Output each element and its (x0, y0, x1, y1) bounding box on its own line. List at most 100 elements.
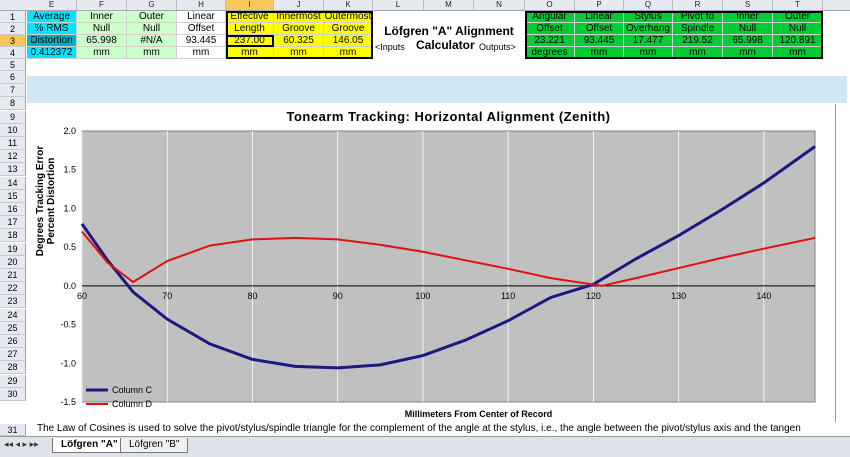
column-header-q[interactable]: Q (624, 0, 673, 10)
chart-area[interactable]: 2.0 1.5 1.0 0.5 0.0 -0.5 -1.0 -1.5 60 70 80 90 100 11… (27, 104, 836, 422)
eff-cell-2[interactable]: Length (226, 23, 274, 35)
eff-cell-1[interactable]: Effective (226, 11, 274, 23)
innermost-cell-4[interactable]: mm (274, 47, 324, 59)
stylus-cell-1[interactable]: Stylus (624, 11, 673, 23)
column-header-i[interactable]: I (226, 0, 274, 10)
row-header-13[interactable]: 13 (0, 163, 26, 177)
row-header-26[interactable]: 26 (0, 335, 26, 348)
angular-cell-3[interactable]: 23.221 (525, 35, 575, 47)
innermost-cell-1[interactable]: Innermost (274, 11, 324, 23)
outermost-cell-2[interactable]: Groove (324, 23, 373, 35)
linear-cell-4[interactable]: mm (177, 47, 226, 59)
column-header-f[interactable]: F (77, 0, 127, 10)
outer-cell-2[interactable]: Null (127, 23, 177, 35)
row-header-8[interactable]: 8 (0, 97, 26, 111)
row-header-4[interactable]: 4 (0, 47, 26, 59)
outer_out-cell-4[interactable]: mm (773, 47, 823, 59)
row-header-23[interactable]: 23 (0, 295, 26, 309)
column-header-h[interactable]: H (177, 0, 226, 10)
row-header-9[interactable]: 9 (0, 110, 26, 124)
column-header-j[interactable]: J (274, 0, 324, 10)
column-header-r[interactable]: R (673, 0, 723, 10)
row-header-12[interactable]: 12 (0, 150, 26, 164)
column-header-n[interactable]: N (474, 0, 525, 10)
lin_out-cell-1[interactable]: Linear (575, 11, 624, 23)
row-header-1[interactable]: 1 (0, 11, 26, 23)
row-header-27[interactable]: 27 (0, 348, 26, 362)
row-header-30[interactable]: 30 (0, 387, 26, 401)
stylus-cell-2[interactable]: Overhang (624, 23, 673, 35)
row-header-19[interactable]: 19 (0, 242, 26, 256)
outer-cell-4[interactable]: mm (127, 47, 177, 59)
outermost-cell-3[interactable]: 146.05 (324, 35, 373, 47)
outer_out-cell-2[interactable]: Null (773, 23, 823, 35)
row-header-31[interactable]: 31 (0, 424, 26, 436)
stylus-cell-3[interactable]: 17.477 (624, 35, 673, 47)
row-header-11[interactable]: 11 (0, 137, 26, 150)
angular-cell-2[interactable]: Offset (525, 23, 575, 35)
column-header-o[interactable]: O (525, 0, 575, 10)
eff-cell-4[interactable]: mm (226, 47, 274, 59)
inner-cell-3[interactable]: 65.998 (77, 35, 127, 47)
pivot-cell-2[interactable]: Spindle (673, 23, 723, 35)
outermost-cell-4[interactable]: mm (324, 47, 373, 59)
inner_out-cell-2[interactable]: Null (723, 23, 773, 35)
column-header-s[interactable]: S (723, 0, 773, 10)
lin_out-cell-3[interactable]: 93.445 (575, 35, 624, 47)
column-header-p[interactable]: P (575, 0, 624, 10)
row-header-7[interactable]: 7 (0, 84, 26, 98)
row-header-3[interactable]: 3 (0, 35, 26, 47)
row-header-29[interactable]: 29 (0, 374, 26, 388)
outer-cell-3[interactable]: #N/A (127, 35, 177, 47)
avg-cell-3[interactable]: Distortion (27, 35, 77, 47)
pivot-cell-4[interactable]: mm (673, 47, 723, 59)
column-header-e[interactable]: E (27, 0, 77, 10)
innermost-cell-2[interactable]: Groove (274, 23, 324, 35)
inner_out-cell-4[interactable]: mm (723, 47, 773, 59)
column-header-g[interactable]: G (127, 0, 177, 10)
row-header-18[interactable]: 18 (0, 229, 26, 243)
row-header-17[interactable]: 17 (0, 216, 26, 230)
linear-cell-1[interactable]: Linear (177, 11, 226, 23)
outer_out-cell-3[interactable]: 120.891 (773, 35, 823, 47)
inner_out-cell-1[interactable]: Inner (723, 11, 773, 23)
column-header-m[interactable]: M (424, 0, 474, 10)
row-header-28[interactable]: 28 (0, 361, 26, 375)
row-header-16[interactable]: 16 (0, 203, 26, 216)
innermost-cell-3[interactable]: 60.325 (274, 35, 324, 47)
column-header-l[interactable]: L (373, 0, 424, 10)
linear-cell-3[interactable]: 93.445 (177, 35, 226, 47)
row-header-15[interactable]: 15 (0, 189, 26, 203)
row-header-21[interactable]: 21 (0, 269, 26, 282)
tab-scroll-arrows[interactable]: ◂◂ ◂ ▸ ▸▸ (4, 439, 39, 449)
row-header-5[interactable]: 5 (0, 59, 26, 71)
lin_out-cell-2[interactable]: Offset (575, 23, 624, 35)
row-header-24[interactable]: 24 (0, 308, 26, 322)
angular-cell-1[interactable]: Angular (525, 11, 575, 23)
inner-cell-4[interactable]: mm (77, 47, 127, 59)
linear-cell-2[interactable]: Offset (177, 23, 226, 35)
row-header-20[interactable]: 20 (0, 255, 26, 269)
avg-cell-1[interactable]: Average (27, 11, 77, 23)
angular-cell-4[interactable]: degrees (525, 47, 575, 59)
row-header-25[interactable]: 25 (0, 321, 26, 335)
outermost-cell-1[interactable]: Outermost (324, 11, 373, 23)
column-header-k[interactable]: K (324, 0, 373, 10)
outer_out-cell-1[interactable]: Outer (773, 11, 823, 23)
tab-lofgren-a[interactable]: Löfgren "A" (52, 438, 127, 453)
row-header-10[interactable]: 10 (0, 123, 26, 137)
row-header-6[interactable]: 6 (0, 71, 26, 84)
row-header-22[interactable]: 22 (0, 282, 26, 296)
eff-cell-3[interactable]: 237.00 (226, 35, 274, 47)
avg-cell-4[interactable]: 0.412372 (27, 47, 77, 59)
row-header-14[interactable]: 14 (0, 176, 26, 190)
inner_out-cell-3[interactable]: 65.998 (723, 35, 773, 47)
pivot-cell-1[interactable]: Pivot to (673, 11, 723, 23)
inner-cell-1[interactable]: Inner (77, 11, 127, 23)
pivot-cell-3[interactable]: 219.52 (673, 35, 723, 47)
outer-cell-1[interactable]: Outer (127, 11, 177, 23)
tab-lofgren-b[interactable]: Löfgren "B" (120, 438, 189, 453)
row-header-2[interactable]: 2 (0, 23, 26, 35)
column-header-t[interactable]: T (773, 0, 823, 10)
stylus-cell-4[interactable]: mm (624, 47, 673, 59)
